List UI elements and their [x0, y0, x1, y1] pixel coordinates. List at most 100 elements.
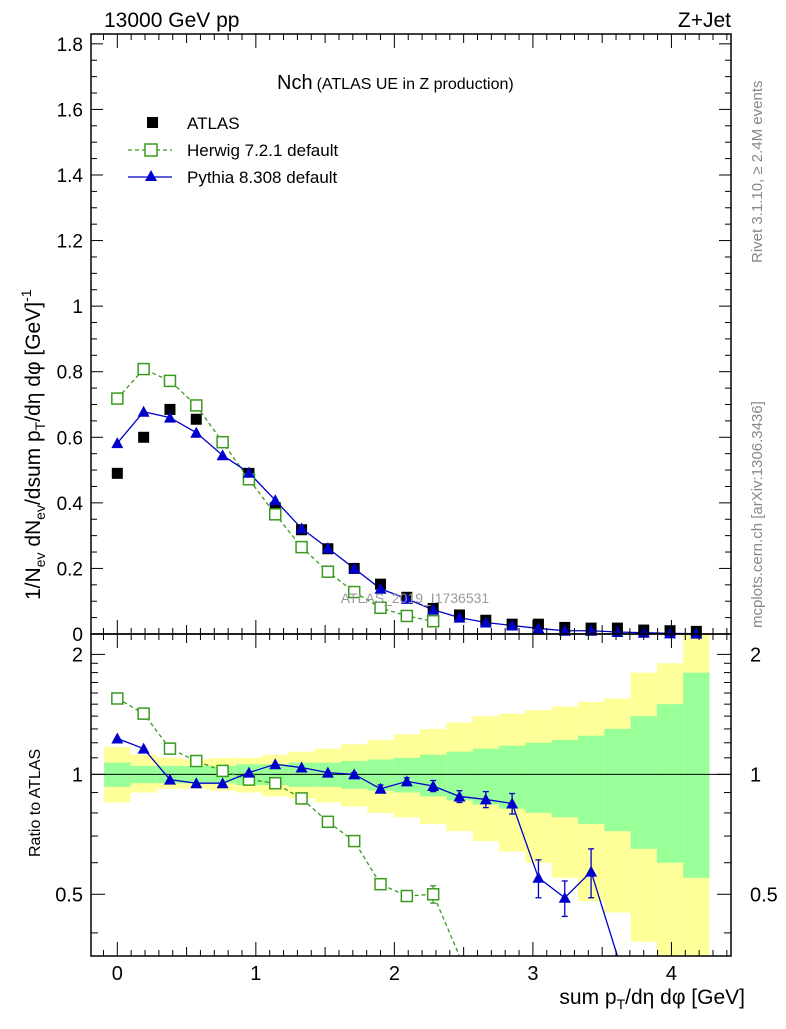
- pythia-ratio-point: [453, 790, 466, 802]
- pythia-point: [190, 426, 203, 438]
- ratio-y-tick-label: 1: [72, 764, 83, 786]
- pythia-ratio-point: [163, 773, 176, 785]
- ratio-y-axis-title: Ratio to ATLAS: [27, 749, 44, 857]
- pythia-point: [163, 411, 176, 423]
- plot-title: Nch (ATLAS UE in Z production): [277, 72, 514, 94]
- herwig-ratio-point: [268, 776, 282, 790]
- main-y-tick-label: 0.4: [57, 494, 84, 515]
- process-label: Z+Jet: [678, 9, 731, 32]
- pythia-ratio-point: [111, 732, 124, 744]
- pythia-ratio-point: [558, 891, 571, 903]
- main-y-tick-label: 1.2: [57, 232, 83, 253]
- x-tick-label: 0: [112, 963, 123, 985]
- atlas-point: [111, 467, 123, 479]
- atlas-point: [138, 431, 150, 443]
- pythia-ratio-point: [532, 871, 545, 883]
- energy-label: 13000 GeV pp: [104, 9, 239, 32]
- legend: ATLAS Herwig 7.2.1 default Pythia 8.308 …: [128, 114, 338, 187]
- uncertainty-band-inner: [630, 716, 657, 849]
- legend-atlas-marker: [147, 117, 158, 128]
- pythia-point: [137, 405, 150, 417]
- x-tick-label: 3: [527, 963, 538, 985]
- pythia-ratio-point: [269, 758, 282, 770]
- herwig-ratio-point: [374, 877, 387, 891]
- herwig-point: [426, 614, 440, 628]
- herwig-ratio-point: [400, 889, 414, 903]
- herwig-point: [268, 508, 282, 521]
- pythia-point: [479, 616, 492, 628]
- main-y-tick-label: 0: [72, 625, 83, 646]
- main-y-tick-label: 1.6: [57, 100, 83, 121]
- herwig-ratio-point: [190, 754, 203, 768]
- herwig-point: [295, 540, 308, 554]
- ratio-plot-frame: [90, 633, 732, 957]
- herwig-ratio-point: [295, 792, 308, 805]
- pythia-ratio-point: [242, 766, 255, 778]
- pythia-point: [427, 603, 440, 615]
- pythia-ratio-point: [374, 782, 387, 794]
- herwig-point: [111, 392, 124, 405]
- herwig-point: [321, 565, 335, 578]
- main-y-tick-label: 1.8: [57, 35, 83, 56]
- x-axis-title: sum pT/dη dφ [GeV]: [559, 986, 745, 1012]
- analysis-watermark: ATLAS_2019_I1736531: [341, 590, 490, 606]
- pythia-point: [216, 449, 229, 461]
- uncertainty-band-inner: [577, 735, 605, 825]
- pythia-ratio-line: [117, 737, 619, 957]
- uncertainty-band-inner: [393, 757, 421, 793]
- legend-pythia-label: Pythia 8.308 default: [187, 168, 338, 187]
- herwig-point: [137, 362, 150, 376]
- pythia-ratio-point: [585, 865, 598, 877]
- herwig-ratio-point: [163, 742, 177, 755]
- main-y-axis-title: 1/Nev dNev/dsum pT/dη dφ [GeV]-1: [18, 289, 48, 600]
- herwig-point: [374, 601, 387, 615]
- legend-herwig-marker: [144, 143, 158, 157]
- pythia-point: [532, 622, 545, 634]
- pythia-ratio-point: [137, 742, 150, 754]
- herwig-point: [400, 609, 414, 623]
- rivet-label: Rivet 3.1.10, ≥ 2.4M events: [749, 81, 766, 264]
- ratio-y-tick-label-right: 2: [750, 644, 761, 666]
- pythia-ratio-point: [427, 779, 440, 791]
- main-y-tick-label: 0.8: [57, 363, 83, 384]
- ratio-y-tick-label: 2: [72, 644, 83, 666]
- pythia-ratio-point: [216, 777, 229, 789]
- pythia-point: [400, 592, 413, 604]
- x-tick-label: 2: [389, 963, 400, 985]
- pythia-point: [506, 619, 519, 631]
- pythia-ratio-point: [506, 797, 519, 809]
- pythia-point: [321, 542, 334, 554]
- main-y-tick-label: 0.2: [57, 559, 83, 580]
- pythia-point: [242, 466, 255, 478]
- herwig-point: [163, 374, 177, 388]
- legend-pythia-marker: [145, 170, 157, 181]
- pythia-point: [348, 562, 361, 574]
- pythia-ratio-point: [190, 777, 203, 789]
- main-y-tick-label: 1.4: [57, 166, 84, 187]
- pythia-ratio-point: [400, 775, 413, 787]
- atlas-point: [269, 502, 281, 514]
- herwig-point: [347, 585, 361, 599]
- ratio-y-tick-label-right: 1: [750, 764, 761, 786]
- pythia-point: [453, 611, 466, 623]
- mcplots-label: mcplots.cern.ch [arXiv:1306.3436]: [749, 401, 766, 628]
- herwig-ratio-point: [216, 764, 229, 778]
- main-y-tick-label: 1: [72, 297, 83, 318]
- x-tick-label: 4: [666, 963, 677, 985]
- pythia-ratio-point: [479, 793, 492, 805]
- ratio-y-tick-label: 0.5: [55, 884, 83, 906]
- pythia-point: [269, 494, 282, 506]
- atlas-point: [190, 413, 202, 425]
- uncertainty-band-inner: [656, 704, 684, 863]
- pythia-ratio-point: [348, 768, 361, 780]
- uncertainty-band-inner: [604, 728, 631, 832]
- pythia-point: [558, 624, 571, 636]
- atlas-point: [164, 403, 176, 415]
- x-tick-label: 1: [250, 963, 261, 985]
- herwig-point: [216, 435, 229, 449]
- herwig-ratio-point: [321, 815, 335, 829]
- pythia-point: [374, 582, 387, 594]
- pythia-point: [111, 437, 124, 449]
- herwig-ratio-point: [426, 888, 440, 901]
